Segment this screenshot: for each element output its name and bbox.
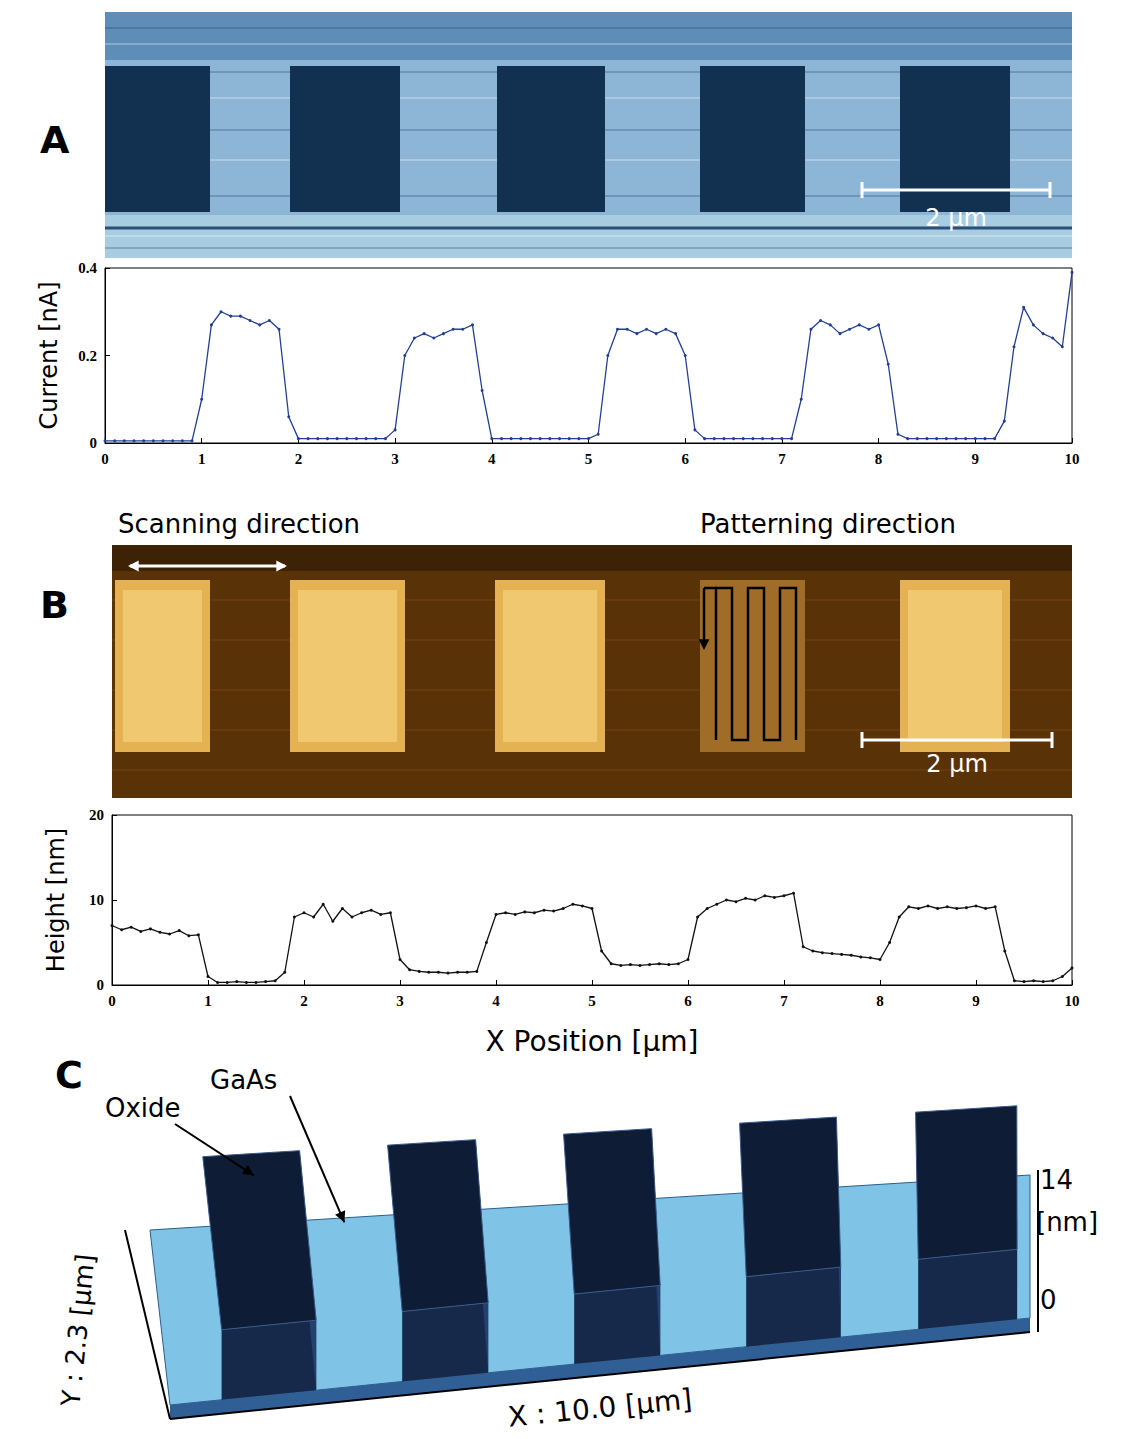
- svg-text:8: 8: [876, 993, 884, 1009]
- svg-text:Patterning direction: Patterning direction: [700, 509, 956, 539]
- svg-text:0.2: 0.2: [78, 348, 97, 364]
- svg-text:Scanning direction: Scanning direction: [118, 509, 360, 539]
- svg-text:20: 20: [89, 807, 104, 823]
- svg-text:0: 0: [97, 977, 105, 993]
- svg-text:9: 9: [972, 451, 980, 467]
- svg-text:2: 2: [300, 993, 308, 1009]
- svg-text:0: 0: [108, 993, 116, 1009]
- svg-text:4: 4: [488, 451, 496, 467]
- svg-text:9: 9: [972, 993, 980, 1009]
- svg-text:2 μm: 2 μm: [925, 204, 987, 232]
- svg-text:7: 7: [778, 451, 786, 467]
- svg-text:Height [nm]: Height [nm]: [42, 828, 70, 972]
- svg-text:Current [nA]: Current [nA]: [35, 281, 63, 429]
- svg-text:X Position [μm]: X Position [μm]: [486, 1025, 699, 1058]
- svg-text:10: 10: [1065, 451, 1080, 467]
- svg-text:A: A: [40, 118, 70, 162]
- svg-text:[nm]: [nm]: [1036, 1207, 1098, 1237]
- svg-text:8: 8: [875, 451, 883, 467]
- svg-text:1: 1: [204, 993, 212, 1009]
- svg-text:3: 3: [391, 451, 399, 467]
- svg-text:X : 10.0 [μm]: X : 10.0 [μm]: [507, 1382, 694, 1433]
- svg-text:GaAs: GaAs: [210, 1065, 277, 1095]
- svg-text:6: 6: [681, 451, 689, 467]
- svg-text:6: 6: [684, 993, 692, 1009]
- svg-text:7: 7: [780, 993, 788, 1009]
- svg-text:Y : 2.3 [μm]: Y : 2.3 [μm]: [55, 1252, 100, 1408]
- svg-text:0: 0: [1040, 1285, 1057, 1315]
- svg-text:C: C: [55, 1053, 83, 1097]
- svg-text:0.4: 0.4: [78, 260, 97, 276]
- svg-text:0: 0: [90, 435, 98, 451]
- svg-text:Oxide: Oxide: [105, 1093, 181, 1123]
- svg-text:5: 5: [585, 451, 593, 467]
- svg-text:10: 10: [1065, 993, 1080, 1009]
- svg-text:5: 5: [588, 993, 596, 1009]
- svg-text:2 μm: 2 μm: [926, 750, 988, 778]
- svg-text:14: 14: [1040, 1165, 1073, 1195]
- svg-text:1: 1: [198, 451, 206, 467]
- svg-text:10: 10: [89, 892, 104, 908]
- svg-text:3: 3: [396, 993, 404, 1009]
- svg-text:4: 4: [492, 993, 500, 1009]
- svg-text:B: B: [40, 583, 69, 627]
- svg-text:2: 2: [295, 451, 303, 467]
- svg-text:0: 0: [101, 451, 109, 467]
